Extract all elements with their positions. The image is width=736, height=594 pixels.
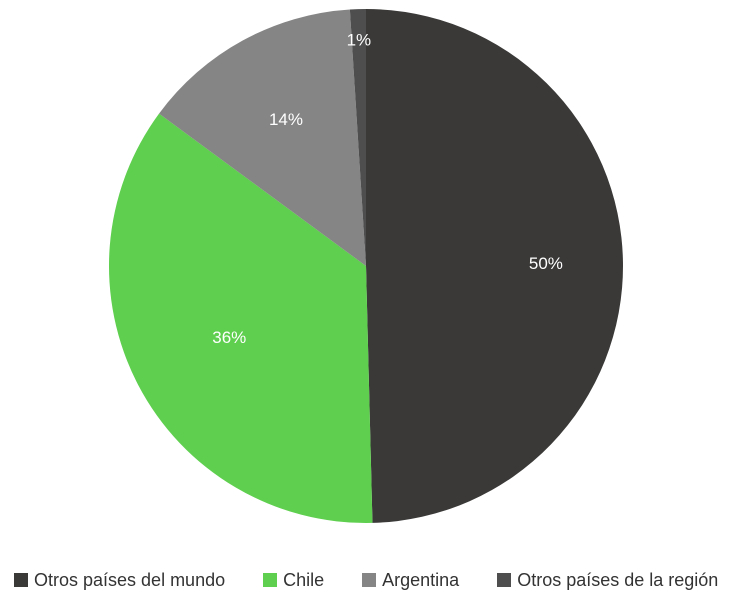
- legend-label: Chile: [283, 569, 325, 590]
- legend-swatch: [14, 573, 28, 587]
- pie-labels: 50% 36% 14% 1%: [212, 30, 563, 346]
- legend-item-0: Otros países del mundo: [14, 570, 225, 591]
- legend-swatch: [362, 573, 377, 587]
- legend-label: Argentina: [382, 569, 460, 590]
- pie-slice-2: [159, 9, 366, 266]
- pie-slice-3: [349, 9, 366, 266]
- slice-label-3: 1%: [347, 30, 372, 49]
- slice-label-0: 50%: [529, 254, 563, 273]
- legend-item-1: Chile: [263, 570, 324, 591]
- legend-swatch: [263, 573, 278, 587]
- pie-slice-1: [109, 113, 373, 523]
- pie-slices: [109, 9, 623, 523]
- legend-label: Otros países de la región: [517, 569, 719, 590]
- legend-item-2: Argentina: [362, 570, 459, 591]
- legend-label: Otros países del mundo: [34, 569, 226, 590]
- legend-item-3: Otros países de la región: [497, 570, 718, 591]
- legend: Otros países del mundo Chile Argentina Otro…: [14, 568, 718, 592]
- pie-slice-0: [366, 9, 623, 523]
- slice-label-2: 14%: [269, 110, 303, 129]
- legend-swatch: [497, 573, 512, 587]
- slice-label-1: 36%: [212, 328, 246, 347]
